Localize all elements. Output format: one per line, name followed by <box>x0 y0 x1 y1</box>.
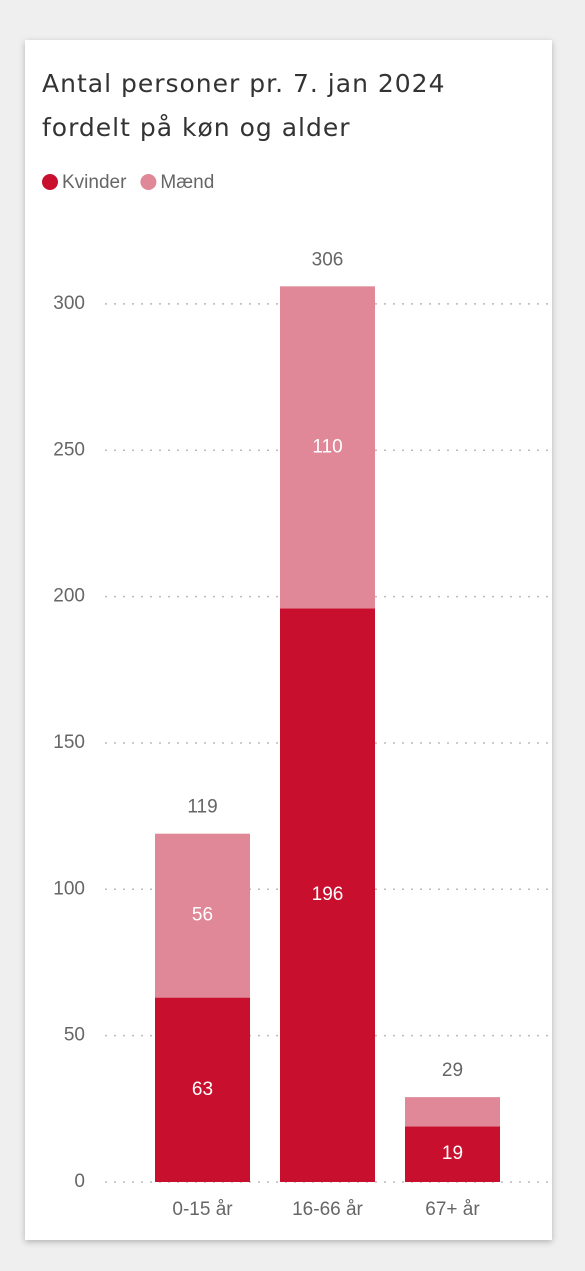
bar-value-label: 19 <box>442 1143 463 1164</box>
total-label: 119 <box>187 797 217 818</box>
x-tick-label: 0-15 år <box>172 1199 233 1220</box>
bar-segment <box>155 833 250 998</box>
legend-marker <box>42 174 58 190</box>
bar-value-label: 110 <box>312 436 342 457</box>
bar-segment <box>155 997 250 1182</box>
legend-label: Kvinder <box>62 172 127 193</box>
bar-value-label: 196 <box>312 884 344 905</box>
bar-segment <box>280 608 375 1182</box>
legend-label: Mænd <box>160 172 214 193</box>
chart-title: Antal personer pr. 7. jan 2024 fordelt p… <box>42 69 446 142</box>
y-tick-label: 50 <box>64 1025 85 1046</box>
total-label: 29 <box>442 1060 463 1081</box>
y-tick-label: 150 <box>53 732 85 753</box>
y-tick-label: 300 <box>53 293 85 314</box>
legend-marker <box>140 174 157 190</box>
y-tick-label: 200 <box>53 586 85 607</box>
bar-value-label: 63 <box>192 1079 213 1100</box>
bar-value-label: 56 <box>192 905 213 926</box>
bar-segment <box>405 1097 500 1127</box>
x-tick-label: 16-66 år <box>292 1199 363 1220</box>
x-tick-label: 67+ år <box>425 1199 480 1220</box>
total-label: 306 <box>312 249 344 270</box>
y-tick-label: 0 <box>74 1171 85 1192</box>
y-tick-label: 100 <box>53 878 85 899</box>
y-tick-label: 250 <box>53 439 85 460</box>
bar-segment <box>280 286 375 609</box>
bar-segment <box>405 1126 500 1182</box>
